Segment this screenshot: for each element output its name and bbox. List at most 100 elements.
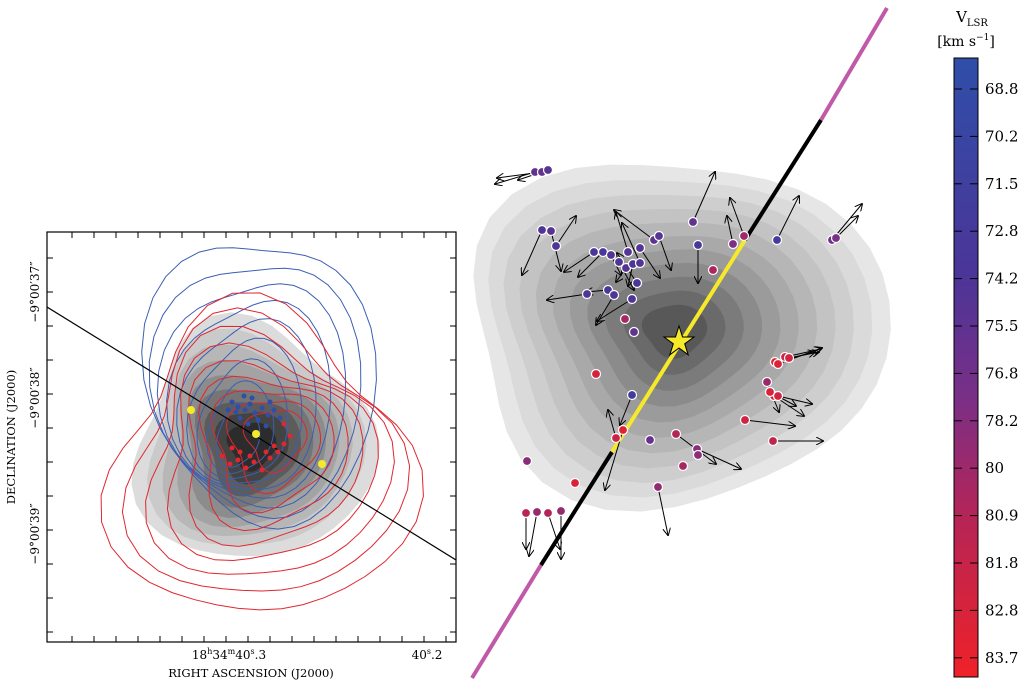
maser-point <box>542 507 554 519</box>
proper-motion-arrow <box>616 212 629 253</box>
proper-motion-arrow <box>776 196 799 241</box>
maser-point <box>692 239 704 251</box>
colorbar-ticks: 68.8 70.2 71.5 72.8 74.2 75.5 76.8 78.2 80 80.9 81… <box>954 80 1018 667</box>
red-contour <box>100 292 424 611</box>
blue-point <box>263 423 269 429</box>
red-point <box>237 449 243 455</box>
blue-point <box>252 410 258 416</box>
blue-contour <box>176 318 317 490</box>
red-contour <box>188 360 364 547</box>
maser-point <box>644 434 656 446</box>
blue-point <box>229 399 235 405</box>
maser-point <box>608 289 620 301</box>
left-outflow-axis <box>47 306 456 561</box>
maser-point <box>687 216 699 228</box>
proper-motion-arrow <box>696 448 741 469</box>
maser-point <box>545 225 557 237</box>
y-axis-label: DECLINATION (J2000) <box>4 370 18 505</box>
y-tick-label: −9°00′39″ <box>28 503 42 565</box>
blue-point <box>247 401 253 407</box>
red-contour <box>225 400 322 495</box>
proper-motion-arrow <box>529 511 538 556</box>
colorbar-tick-label: 76.8 <box>985 364 1018 382</box>
left-blue-contours <box>141 247 377 530</box>
maser-point <box>581 288 593 300</box>
colorbar-tick-label: 72.8 <box>985 222 1018 240</box>
colorbar-tick-label: 82.8 <box>985 601 1018 619</box>
red-point <box>275 449 281 455</box>
maser-point <box>590 368 602 380</box>
red-point <box>235 457 241 463</box>
colorbar-tick-label: 71.5 <box>985 175 1018 193</box>
red-point <box>229 445 235 451</box>
red-point <box>281 441 287 447</box>
maser-point <box>830 232 842 244</box>
proper-motion-arrow <box>658 235 671 270</box>
maser-point <box>588 246 600 258</box>
blue-point <box>237 415 243 421</box>
maser-point <box>542 164 554 176</box>
maser-point <box>707 264 719 276</box>
blue-point <box>277 415 283 421</box>
blue-point <box>235 404 241 410</box>
red-contour <box>198 375 349 532</box>
proper-motion-arrow <box>692 172 715 223</box>
maser-point <box>727 238 739 250</box>
maser-point <box>628 326 640 338</box>
red-point <box>259 467 265 473</box>
gray-level <box>641 304 708 359</box>
colorbar-gradient <box>953 57 979 678</box>
maser-point <box>634 242 646 254</box>
maser-point <box>772 390 784 402</box>
blue-point <box>225 407 231 413</box>
maser-point <box>767 435 779 447</box>
maser-point <box>536 224 548 236</box>
proper-motion-arrow <box>620 394 633 425</box>
blue-point <box>271 407 277 413</box>
red-point <box>281 421 287 427</box>
red-contour <box>211 390 335 514</box>
maser-point <box>670 428 682 440</box>
maser-point <box>631 277 643 289</box>
proper-motion-arrow <box>622 223 641 264</box>
y-tick-label: −9°00′38″ <box>28 367 42 429</box>
colorbar-tick-label: 68.8 <box>985 80 1018 98</box>
blue-point <box>259 405 265 411</box>
outflow-segment-pink <box>819 6 889 122</box>
left-red-contours <box>100 292 424 611</box>
blue-point <box>249 395 255 401</box>
colorbar-tick-label: 70.2 <box>985 127 1018 145</box>
proper-motion-arrow <box>614 210 655 241</box>
blue-point <box>241 393 247 399</box>
proper-motion-arrow <box>547 293 588 300</box>
blue-point <box>233 409 239 415</box>
red-contour <box>242 409 308 474</box>
colorbar: 68.8 70.2 71.5 72.8 74.2 75.5 76.8 78.2 80 80.9 81… <box>937 8 1018 678</box>
red-point <box>267 455 273 461</box>
maser-point <box>738 230 750 242</box>
proper-motion-arrow <box>730 198 745 237</box>
blue-point <box>255 417 261 423</box>
blue-point <box>265 412 271 418</box>
yellow-point <box>187 406 195 414</box>
proper-motion-arrow <box>657 486 668 535</box>
colorbar-tick-label: 81.8 <box>985 554 1018 572</box>
blue-point <box>245 421 251 427</box>
maser-point <box>622 246 634 258</box>
outflow-segment-black <box>539 450 614 567</box>
red-point <box>247 453 253 459</box>
blue-point <box>267 399 273 405</box>
proper-motion-arrow <box>564 251 595 272</box>
maser-point <box>610 432 622 444</box>
blue-contour <box>141 247 377 530</box>
red-point <box>251 459 257 465</box>
colorbar-tick-label: 83.7 <box>985 649 1018 667</box>
colorbar-tick-label: 74.2 <box>985 270 1018 288</box>
maser-point <box>619 313 631 325</box>
maser-point <box>520 507 532 519</box>
red-point <box>219 453 225 459</box>
maser-point <box>555 505 567 517</box>
maser-point <box>692 449 704 461</box>
